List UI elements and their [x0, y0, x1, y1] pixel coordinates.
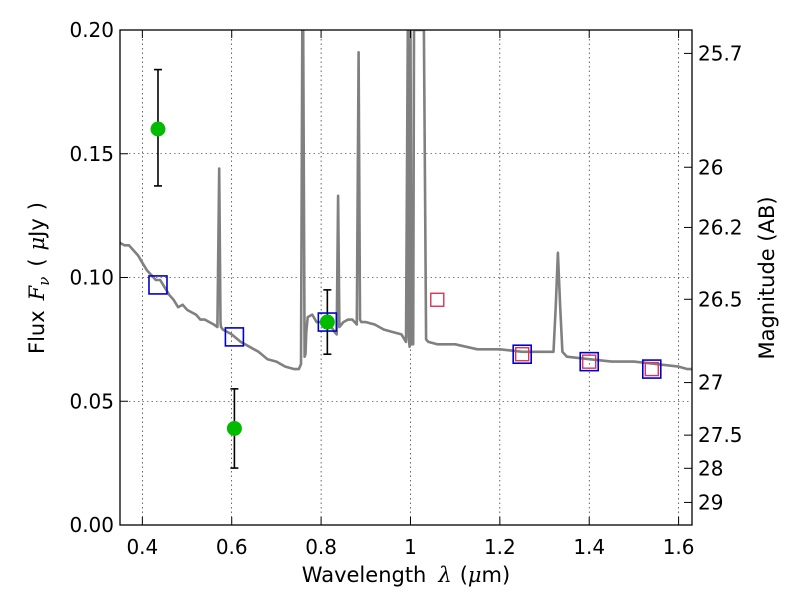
y2-axis-title: Magnitude (AB): [755, 196, 779, 359]
x-tick-label: 1.6: [663, 535, 695, 559]
y2-tick-label: 27.5: [698, 423, 743, 447]
model-point: [224, 327, 245, 347]
y-tick-label: 0.10: [69, 266, 114, 290]
model-point: [582, 354, 597, 369]
y-tick-label: 0.00: [69, 513, 114, 537]
y-tick-label: 0.15: [69, 142, 114, 166]
y2-tick-label: 29: [698, 490, 723, 514]
spectrum-line: [120, 30, 692, 371]
y2-tick-label: 26.5: [698, 287, 743, 311]
y-axis-title: FluxFν(μJy): [25, 202, 53, 354]
model-point: [148, 275, 168, 295]
data-point: [226, 420, 242, 436]
model-point: [317, 312, 338, 332]
model-point: [644, 361, 659, 377]
x-tick-label: 1.4: [573, 535, 605, 559]
model-point: [512, 344, 532, 365]
model-point: [579, 351, 600, 372]
x-axis-title: Wavelength λ (μm): [302, 563, 510, 587]
y2-tick-label: 25.7: [698, 41, 743, 65]
axis-ticks: 0.4 0.6 0.8 1 1.2 1.4 1.6 0.00 0.05 0.10 0.15 0.20 2…: [69, 18, 742, 559]
model-point: [514, 347, 530, 362]
plot-area: [120, 30, 692, 371]
y2-tick-label: 26.2: [698, 215, 743, 239]
y-tick-label: 0.20: [69, 18, 114, 42]
data-point: [319, 314, 335, 330]
y2-tick-label: 27: [698, 371, 723, 395]
y-tick-label: 0.05: [69, 389, 114, 413]
model-point: [641, 359, 662, 379]
data-point: [150, 121, 166, 137]
y2-tick-label: 28: [698, 456, 723, 480]
markers: [148, 68, 662, 469]
model-point: [430, 292, 445, 307]
y2-tick-label: 26: [698, 155, 723, 179]
x-tick-label: 0.4: [126, 535, 158, 559]
x-tick-label: 1: [404, 535, 417, 559]
x-tick-label: 1.2: [484, 535, 516, 559]
x-tick-label: 0.8: [305, 535, 337, 559]
x-tick-label: 0.6: [216, 535, 248, 559]
